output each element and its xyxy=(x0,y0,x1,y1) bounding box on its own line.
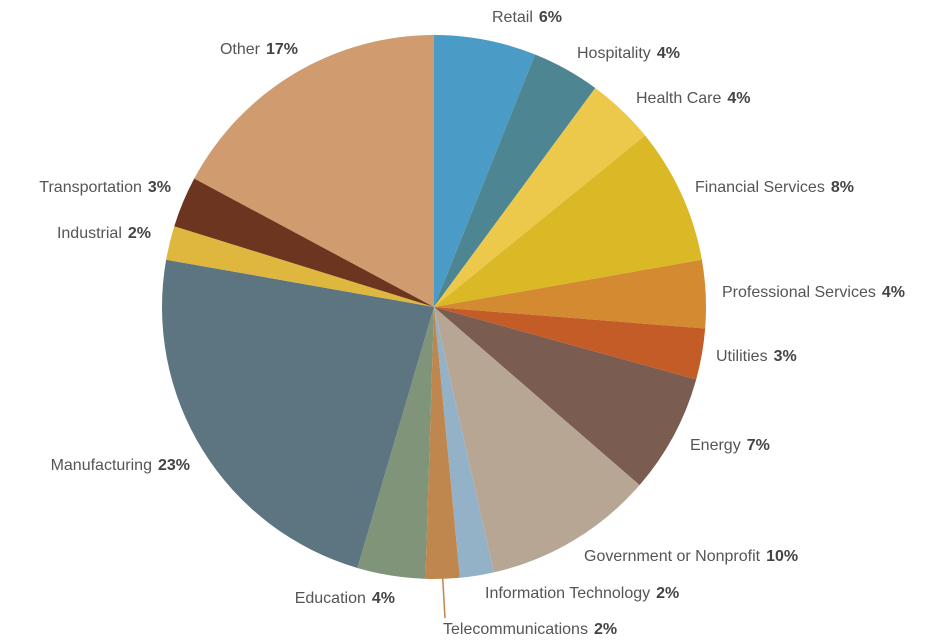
pie-slice xyxy=(434,87,646,307)
percent-label: 7% xyxy=(747,437,770,454)
slice-label: Other 17% xyxy=(220,41,298,58)
percent-label: 4% xyxy=(372,590,395,607)
pie-slice xyxy=(357,307,434,579)
pie-slice xyxy=(434,307,494,578)
percent-label: 4% xyxy=(657,45,680,62)
slice-label: Utilities 3% xyxy=(716,348,797,365)
category-name: Utilities xyxy=(716,348,768,365)
pie-slice xyxy=(434,35,536,307)
category-name: Industrial xyxy=(57,225,122,242)
pie-slice xyxy=(434,54,596,308)
percent-label: 8% xyxy=(831,179,854,196)
category-name: Transportation xyxy=(39,179,142,196)
pie-slice xyxy=(434,307,706,380)
slice-label: Telecommunications 2% xyxy=(443,621,617,638)
pie-slice xyxy=(194,35,434,307)
slice-label: Professional Services 4% xyxy=(722,284,905,301)
slice-label: Hospitality 4% xyxy=(577,45,680,62)
percent-label: 3% xyxy=(148,179,171,196)
percent-label: 2% xyxy=(128,225,151,242)
slice-label: Health Care 4% xyxy=(636,90,751,107)
category-name: Information Technology xyxy=(485,585,650,602)
pie-slice xyxy=(161,259,435,568)
percent-label: 3% xyxy=(774,348,797,365)
percent-label: 4% xyxy=(882,284,905,301)
category-name: Government or Nonprofit xyxy=(584,548,761,565)
slice-label: Energy 7% xyxy=(690,437,770,454)
pie-slice xyxy=(174,178,434,307)
slice-label: Government or Nonprofit 10% xyxy=(584,548,798,565)
percent-label: 2% xyxy=(594,621,617,638)
category-name: Energy xyxy=(690,437,741,454)
percent-label: 6% xyxy=(539,9,562,26)
category-name: Other xyxy=(220,41,261,58)
percent-label: 10% xyxy=(766,548,798,565)
slice-label: Financial Services 8% xyxy=(695,179,854,196)
slice-label: Transportation 3% xyxy=(39,179,171,196)
slice-label: Industrial 2% xyxy=(57,225,151,242)
slice-label: Manufacturing 23% xyxy=(51,457,190,474)
pie-slice xyxy=(434,307,697,486)
category-name: Education xyxy=(295,590,366,607)
percent-label: 23% xyxy=(158,457,190,474)
pie-slice xyxy=(425,307,460,579)
slice-label: Retail 6% xyxy=(492,9,562,26)
pie-slice xyxy=(434,307,640,573)
pie-slice xyxy=(166,226,434,307)
slice-label: Education 4% xyxy=(295,590,395,607)
category-name: Health Care xyxy=(636,90,721,107)
pie-slice xyxy=(434,135,702,307)
category-name: Manufacturing xyxy=(51,457,152,474)
category-name: Hospitality xyxy=(577,45,651,62)
pie-slice xyxy=(434,259,706,329)
slice-label: Information Technology 2% xyxy=(485,585,679,602)
category-name: Professional Services xyxy=(722,284,876,301)
category-name: Financial Services xyxy=(695,179,825,196)
percent-label: 17% xyxy=(266,41,298,58)
percent-label: 2% xyxy=(656,585,679,602)
leader-line xyxy=(441,574,446,619)
category-name: Retail xyxy=(492,9,533,26)
category-name: Telecommunications xyxy=(443,621,588,638)
percent-label: 4% xyxy=(727,90,750,107)
